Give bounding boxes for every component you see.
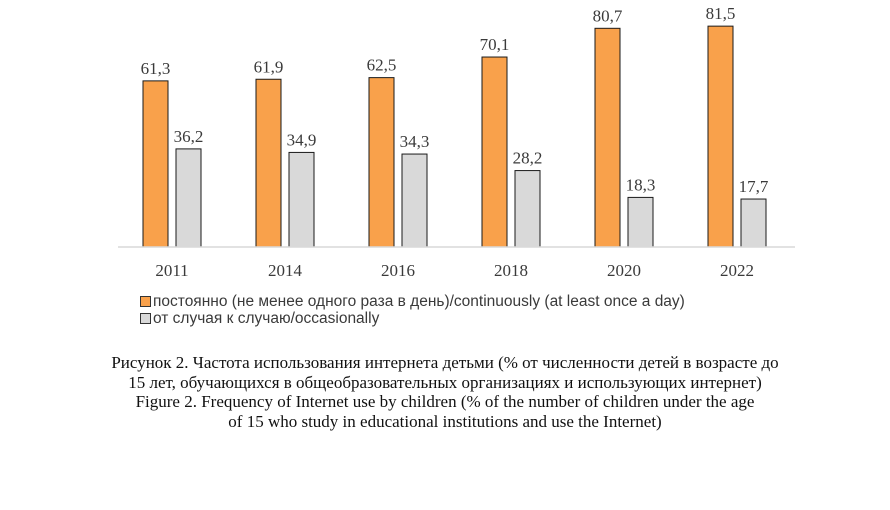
bar-occasionally-2016 — [401, 153, 428, 248]
bar-occasionally-2022 — [740, 198, 767, 248]
value-labels-group: 61,3 36,2 61,9 34,9 62,5 34,3 70,1 28,2 80,7 18,3… — [141, 4, 769, 196]
bar-continuously-2016 — [368, 77, 395, 248]
x-tick-label-2020: 2020 — [607, 261, 641, 280]
figure-caption: Рисунок 2. Частота использования интерне… — [0, 353, 890, 431]
caption-line-en-1: Figure 2. Frequency of Internet use by c… — [135, 392, 755, 411]
bar-continuously-2018 — [481, 56, 508, 248]
data-label-continuously-2014: 61,9 — [254, 57, 284, 76]
bars-group — [142, 25, 767, 248]
bar-continuously-2020 — [594, 27, 621, 248]
data-label-continuously-2018: 70,1 — [480, 35, 510, 54]
legend-label-continuously: постоянно (не менее одного раза в день)/… — [153, 293, 685, 310]
legend-label-occasionally: от случая к случаю/occasionally — [153, 310, 380, 327]
x-tick-labels-group: 2011 2014 2016 2018 2020 2022 — [155, 261, 754, 280]
caption-line-ru-2: 15 лет, обучающихся в общеобразовательны… — [128, 372, 762, 392]
data-label-occasionally-2020: 18,3 — [626, 175, 656, 194]
data-label-continuously-2022: 81,5 — [706, 4, 736, 23]
bar-chart: 61,3 36,2 61,9 34,9 62,5 34,3 70,1 28,2 80,7 18,3… — [118, 4, 795, 280]
x-tick-label-2011: 2011 — [155, 261, 188, 280]
bar-occasionally-2014 — [288, 151, 315, 248]
caption-line-ru-1: Рисунок 2. Частота использования интерне… — [111, 353, 779, 372]
data-label-occasionally-2016: 34,3 — [400, 132, 430, 151]
data-label-continuously-2020: 80,7 — [593, 6, 623, 25]
x-tick-label-2014: 2014 — [268, 261, 303, 280]
bar-occasionally-2011 — [175, 148, 202, 248]
bar-occasionally-2018 — [514, 170, 541, 248]
legend-swatch-occasionally — [140, 313, 151, 324]
bar-continuously-2011 — [142, 80, 169, 248]
bar-occasionally-2020 — [627, 196, 654, 248]
data-label-continuously-2011: 61,3 — [141, 59, 171, 78]
bar-continuously-2014 — [255, 78, 282, 248]
x-tick-label-2018: 2018 — [494, 261, 528, 280]
bar-continuously-2022 — [707, 25, 734, 248]
data-label-occasionally-2014: 34,9 — [287, 130, 317, 149]
caption-line-en-2: of 15 who study in educational instituti… — [228, 411, 662, 431]
data-label-occasionally-2018: 28,2 — [513, 149, 543, 168]
x-tick-label-2022: 2022 — [720, 261, 754, 280]
legend-swatch-continuously — [140, 296, 151, 307]
data-label-continuously-2016: 62,5 — [367, 56, 397, 75]
data-label-occasionally-2022: 17,7 — [739, 177, 769, 196]
data-label-occasionally-2011: 36,2 — [174, 127, 204, 146]
legend-item-continuously: постоянно (не менее одного раза в день)/… — [140, 293, 685, 310]
legend: постоянно (не менее одного раза в день)/… — [140, 293, 685, 327]
x-tick-label-2016: 2016 — [381, 261, 415, 280]
legend-item-occasionally: от случая к случаю/occasionally — [140, 310, 685, 327]
